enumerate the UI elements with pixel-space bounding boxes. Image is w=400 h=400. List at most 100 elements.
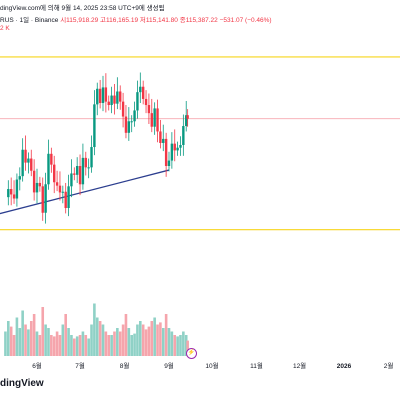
candle-body xyxy=(90,147,93,168)
volume-bar xyxy=(81,331,85,356)
volume-bar xyxy=(38,335,42,356)
candle-body xyxy=(73,173,76,175)
volume-bar xyxy=(113,331,116,356)
volume-bar xyxy=(164,314,168,356)
volume-bar xyxy=(55,331,59,356)
candle-body xyxy=(7,189,10,198)
candle-body xyxy=(96,88,99,105)
volume-bar xyxy=(15,317,19,356)
x-axis-tick-label: 2026 xyxy=(337,363,352,370)
candle-body xyxy=(9,189,13,195)
candle-body xyxy=(150,113,153,127)
candle-body xyxy=(35,182,39,193)
volume-bar xyxy=(32,314,36,356)
volume-bar xyxy=(52,336,56,356)
volume-bar xyxy=(21,310,24,356)
candle-body xyxy=(38,182,42,187)
candle-body xyxy=(164,138,168,166)
lightning-icon[interactable]: ⚡ xyxy=(186,348,197,359)
x-axis-tick-label: 7월 xyxy=(75,361,85,370)
candle-body xyxy=(44,184,47,213)
volume-bar xyxy=(179,335,182,356)
x-axis-tick-label: 10월 xyxy=(205,361,218,370)
candle-body xyxy=(24,149,27,163)
candle-body xyxy=(84,157,87,168)
candle-body xyxy=(58,185,62,193)
volume-bar xyxy=(78,335,82,356)
volume-bar xyxy=(70,335,73,356)
candle-body xyxy=(136,92,139,111)
candle-body xyxy=(159,131,162,143)
volume-bar xyxy=(84,335,88,356)
volume-bar xyxy=(156,324,159,356)
candle-body xyxy=(147,105,151,114)
volume-bar xyxy=(127,328,131,356)
volume-bar xyxy=(7,321,10,356)
volume-bar xyxy=(101,324,105,356)
candle-body xyxy=(141,86,145,99)
candle-body xyxy=(167,160,171,166)
volume-bar xyxy=(159,322,162,356)
candle-body xyxy=(153,108,156,127)
volume-bar xyxy=(75,336,79,356)
candle-body xyxy=(127,121,131,133)
candle-body xyxy=(55,182,59,186)
volume-bar xyxy=(50,335,53,356)
volume-bar xyxy=(182,331,185,356)
candle-body xyxy=(162,138,165,143)
volume-bar xyxy=(161,328,165,356)
candle-body xyxy=(182,126,185,145)
candle-body xyxy=(104,87,108,102)
candle-body xyxy=(98,88,102,103)
volume-bar xyxy=(153,317,156,356)
x-axis-tick-label: 2월 xyxy=(384,361,394,370)
candle-body xyxy=(101,87,105,103)
volume-bar xyxy=(12,335,16,356)
tradingview-logo: dingView xyxy=(0,378,44,389)
candle-body xyxy=(170,143,174,161)
volume-bar xyxy=(130,335,133,356)
volume-bar xyxy=(73,338,76,356)
candle-body xyxy=(144,98,148,106)
volume-bar xyxy=(133,333,136,356)
volume-bar xyxy=(139,321,142,356)
ohlc-change: −531.07 (−0.46%) xyxy=(219,17,272,24)
volume-bar xyxy=(29,321,33,356)
x-axis-tick-label: 8월 xyxy=(120,361,130,370)
candle-body xyxy=(30,158,33,171)
volume-bar xyxy=(124,314,128,356)
volume-bar xyxy=(93,303,96,356)
volume-bar xyxy=(41,307,45,356)
candle-body xyxy=(179,145,182,148)
volume-bar xyxy=(147,326,151,356)
candle-body xyxy=(32,170,36,193)
candle-body xyxy=(176,147,179,151)
chart-created-note: dingView.com에 의해 9월 14, 2025 23:58 UTC+9… xyxy=(0,5,165,12)
volume-bar xyxy=(170,331,174,356)
candle-body xyxy=(107,101,110,106)
candle-body xyxy=(133,110,136,122)
candle-body xyxy=(61,191,65,193)
volume-bar xyxy=(24,324,27,356)
x-axis-tick-label: 9월 xyxy=(164,361,174,370)
volume-bar xyxy=(141,324,145,356)
volume-bar xyxy=(184,335,188,356)
volume-bar xyxy=(61,324,65,356)
volume-bar xyxy=(67,328,70,356)
x-axis-tick-label: 6월 xyxy=(32,361,42,370)
volume-bar xyxy=(176,336,179,356)
volume-bar xyxy=(116,328,119,356)
x-axis-tick-label: 12월 xyxy=(293,361,306,370)
candle-body xyxy=(53,164,56,183)
volume-bar xyxy=(167,328,171,356)
candle-body xyxy=(130,121,133,123)
ohlc-open: 시115,918.29 xyxy=(60,17,99,24)
candle-body xyxy=(113,95,116,104)
volume-bar xyxy=(98,321,102,356)
volume-bar xyxy=(144,329,148,356)
candle-body xyxy=(119,91,122,102)
volume-bar xyxy=(150,321,154,356)
volume-bar xyxy=(104,331,108,356)
candle-body xyxy=(110,95,113,106)
